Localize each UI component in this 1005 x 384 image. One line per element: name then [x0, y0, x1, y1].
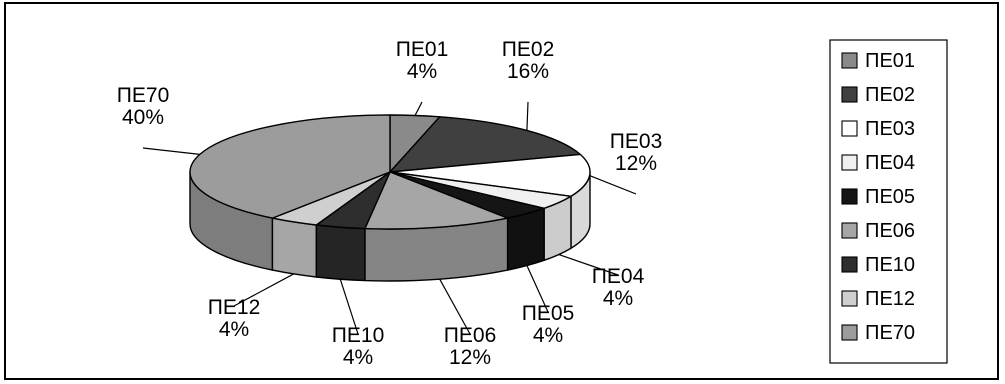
- slice-4-name-label: ΠΕ04: [592, 265, 645, 288]
- slice-7-leader-line: [339, 279, 359, 335]
- slice-3-name-label: ΠΕ03: [610, 130, 663, 153]
- legend-label-9: ΠΕ70: [865, 322, 915, 344]
- slice-1-leader-line: [414, 101, 423, 116]
- legend-swatch-2: [841, 86, 858, 103]
- legend-swatch-3: [841, 120, 858, 137]
- slice-8-leader-line: [233, 273, 294, 307]
- slice-7-side: [315, 224, 366, 282]
- slice-2-leader-line: [526, 101, 529, 131]
- legend-swatch-6: [841, 222, 858, 239]
- legend-label-4: ΠΕ04: [865, 152, 915, 174]
- slice-7-value-label: 4%: [343, 346, 373, 369]
- legend-label-5: ΠΕ05: [865, 186, 915, 208]
- slice-8-value-label: 4%: [219, 318, 249, 341]
- legend-swatch-5: [841, 188, 858, 205]
- slice-4-value-label: 4%: [603, 287, 633, 310]
- legend: ΠΕ01 ΠΕ02 ΠΕ03 ΠΕ04 ΠΕ05 ΠΕ06 ΠΕ10 ΠΕ12 ΠΕ70: [829, 39, 948, 364]
- legend-label-6: ΠΕ06: [865, 220, 915, 242]
- slice-8-name-label: ΠΕ12: [208, 296, 261, 319]
- slice-1-value-label: 4%: [407, 60, 437, 83]
- slice-1-name-label: ΠΕ01: [396, 38, 449, 61]
- slice-2-value-label: 16%: [507, 60, 549, 83]
- slice-5-name-label: ΠΕ05: [522, 302, 575, 325]
- slice-9-leader-line: [142, 147, 200, 155]
- slice-7-name-label: ΠΕ10: [332, 324, 385, 347]
- slice-5-value-label: 4%: [533, 324, 563, 347]
- legend-swatch-4: [841, 154, 858, 171]
- slice-9-top: [189, 114, 391, 219]
- pie-tops: [189, 114, 591, 230]
- legend-label-8: ΠΕ12: [865, 288, 915, 310]
- leader-lines: [142, 101, 637, 335]
- slice-5-leader-line: [526, 265, 549, 313]
- pie-sides: [189, 171, 591, 282]
- legend-label-2: ΠΕ02: [865, 84, 915, 106]
- slice-6-value-label: 12%: [449, 346, 491, 369]
- slice-3-top: [389, 153, 591, 197]
- slice-4-leader-line: [558, 253, 619, 276]
- legend-label-7: ΠΕ10: [865, 254, 915, 276]
- slice-6-leader-line: [439, 278, 471, 335]
- legend-label-3: ΠΕ03: [865, 118, 915, 140]
- slice-8-side: [271, 217, 318, 278]
- slice-3-leader-line: [589, 175, 637, 195]
- legend-swatch-9: [841, 324, 858, 341]
- legend-swatch-7: [841, 256, 858, 273]
- data-labels: ΠΕ014%ΠΕ0216%ΠΕ0312%ΠΕ044%ΠΕ054%ΠΕ0612%Π…: [117, 38, 663, 369]
- slice-9-value-label: 40%: [122, 106, 164, 129]
- slice-6-top: [364, 171, 509, 230]
- legend-swatch-1: [841, 52, 858, 69]
- legend-label-1: ΠΕ01: [865, 50, 915, 72]
- legend-swatch-8: [841, 290, 858, 307]
- slice-9-name-label: ΠΕ70: [117, 84, 170, 107]
- slice-3-value-label: 12%: [615, 152, 657, 175]
- slice-6-name-label: ΠΕ06: [444, 324, 497, 347]
- slice-2-name-label: ΠΕ02: [502, 38, 555, 61]
